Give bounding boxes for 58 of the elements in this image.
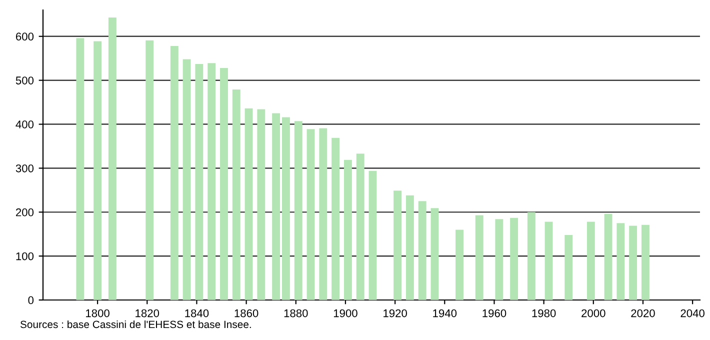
bar bbox=[344, 160, 352, 300]
bar bbox=[544, 222, 553, 300]
bar bbox=[586, 222, 595, 300]
bar bbox=[629, 226, 638, 300]
bar bbox=[510, 218, 518, 300]
x-tick-label: 2020 bbox=[631, 309, 655, 318]
x-tick-label: 1940 bbox=[433, 309, 457, 318]
bar bbox=[641, 224, 650, 300]
x-tick-label: 2000 bbox=[582, 309, 606, 318]
bar bbox=[406, 195, 414, 300]
bar bbox=[195, 64, 204, 300]
bar bbox=[430, 208, 439, 300]
bar bbox=[306, 129, 315, 300]
y-tick-label: 200 bbox=[16, 208, 34, 216]
x-tick-label: 1900 bbox=[334, 309, 358, 318]
x-tick-label: 1980 bbox=[532, 309, 556, 318]
source-note: Sources : base Cassini de l'EHESS et base Insee. bbox=[20, 320, 251, 328]
x-tick-label: 1860 bbox=[234, 309, 258, 318]
bar bbox=[257, 109, 266, 300]
bar bbox=[604, 214, 612, 300]
bar bbox=[332, 138, 340, 300]
bar bbox=[319, 128, 328, 300]
y-tick-label: 500 bbox=[16, 76, 34, 84]
y-tick-label: 100 bbox=[16, 252, 34, 260]
x-tick-label: 1920 bbox=[384, 309, 407, 318]
x-tick-label: 1880 bbox=[284, 309, 308, 318]
bar bbox=[564, 234, 573, 300]
bar bbox=[527, 212, 536, 300]
bar bbox=[418, 201, 426, 300]
bar bbox=[394, 190, 402, 300]
bar bbox=[475, 215, 484, 300]
bar bbox=[495, 219, 504, 300]
bar bbox=[244, 108, 253, 300]
bar bbox=[272, 113, 280, 300]
bar bbox=[108, 17, 116, 300]
bar bbox=[456, 230, 464, 300]
x-tick-label: 1840 bbox=[185, 309, 209, 318]
y-tick-label: 300 bbox=[16, 164, 34, 172]
bar bbox=[76, 38, 84, 300]
bar bbox=[356, 154, 364, 300]
x-tick-label: 1820 bbox=[136, 309, 160, 318]
y-tick-label: 600 bbox=[16, 32, 34, 40]
bar bbox=[170, 46, 178, 300]
x-tick-label: 1960 bbox=[482, 309, 506, 318]
bar bbox=[94, 41, 102, 300]
bar bbox=[282, 117, 290, 300]
x-tick-label: 1800 bbox=[86, 309, 110, 318]
y-tick-label: 0 bbox=[28, 296, 34, 304]
x-tick-label: 2040 bbox=[680, 309, 704, 318]
bar bbox=[146, 40, 154, 300]
bar bbox=[294, 121, 302, 300]
bar bbox=[368, 170, 377, 300]
y-tick-label: 400 bbox=[16, 120, 34, 128]
bar bbox=[220, 68, 228, 300]
bar bbox=[208, 63, 216, 300]
bar bbox=[616, 223, 625, 300]
bar bbox=[232, 90, 240, 300]
bar bbox=[182, 59, 191, 300]
